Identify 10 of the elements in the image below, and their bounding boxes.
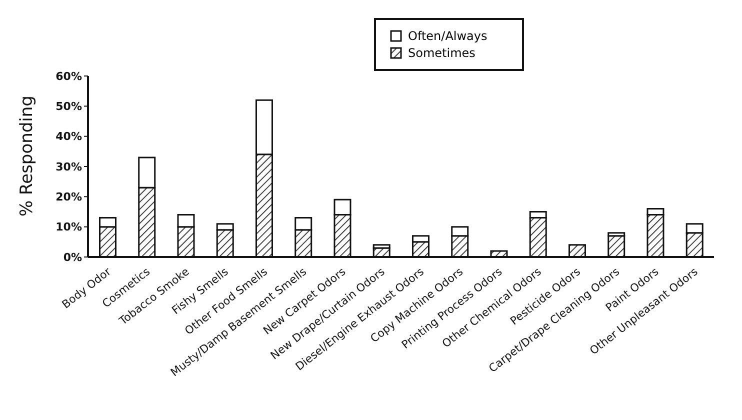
- y-tick-label: 60%: [56, 70, 82, 83]
- legend-label: Often/Always: [408, 29, 488, 43]
- y-tick-label: 0%: [63, 250, 82, 264]
- y-tick-label: 40%: [56, 130, 82, 144]
- y-tick-label: 30%: [56, 160, 82, 174]
- y-tick-label: 50%: [56, 100, 82, 114]
- y-tick-label: 10%: [56, 220, 82, 234]
- y-axis-title: % Responding: [17, 96, 38, 216]
- y-tick-label: 20%: [56, 190, 82, 204]
- legend-label: Sometimes: [408, 46, 476, 60]
